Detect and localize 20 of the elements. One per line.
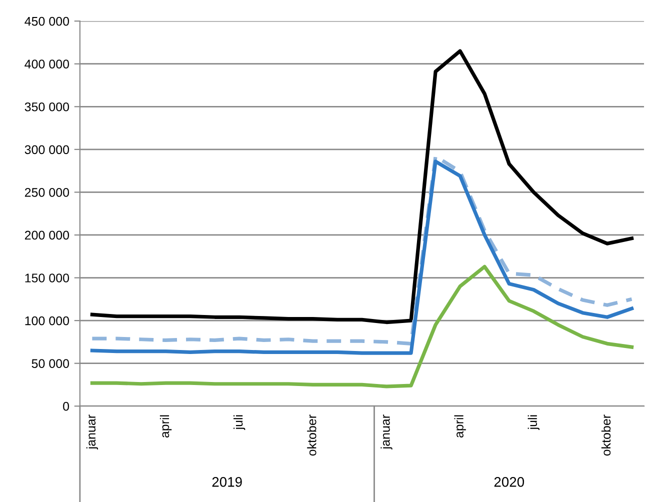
y-tick-label: 350 000 bbox=[24, 102, 70, 112]
y-tick-label: 150 000 bbox=[25, 274, 70, 282]
x-tick-label: januar bbox=[86, 414, 98, 450]
y-tick-label: 400 000 bbox=[24, 60, 70, 69]
text: 2020 bbox=[494, 477, 524, 487]
x-tick-label: januar bbox=[380, 414, 392, 450]
x-tick-label: juli bbox=[528, 415, 540, 430]
x-tick-label: april bbox=[454, 415, 466, 438]
x-tick-label: april bbox=[160, 415, 172, 438]
y-tick-label: 100 000 bbox=[25, 316, 70, 326]
y-tick-label: 250 000 bbox=[24, 188, 70, 197]
x-tick-label: oktober bbox=[601, 414, 611, 456]
y-tick-label: 450 000 bbox=[24, 16, 70, 26]
y-tick-label: 50 000 bbox=[32, 359, 70, 368]
y-tick-label: 200 000 bbox=[24, 230, 70, 240]
y-tick-label: 300 000 bbox=[24, 145, 70, 154]
y-tick-label: 0 bbox=[63, 402, 70, 411]
x-tick-label: juli bbox=[234, 415, 246, 430]
text: 2019 bbox=[212, 477, 242, 487]
x-tick-label: oktober bbox=[307, 414, 316, 456]
